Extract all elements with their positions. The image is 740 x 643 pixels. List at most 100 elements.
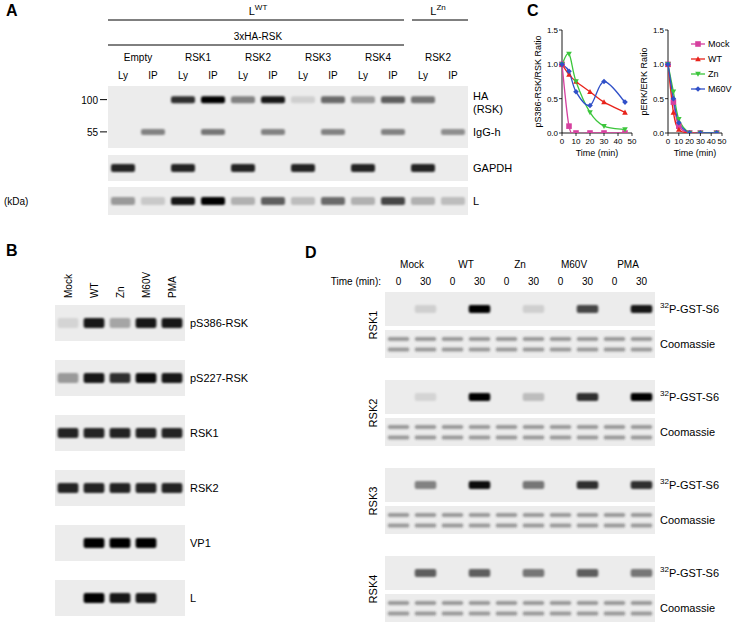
lane-group-label: RSK3 — [305, 52, 332, 63]
band — [388, 601, 410, 605]
lane-group-label: RSK1 — [185, 52, 212, 63]
lane-group-label: Mock — [400, 259, 425, 270]
row-label: Coomassie — [660, 602, 715, 614]
data-point — [665, 62, 671, 67]
band — [604, 436, 626, 440]
band — [550, 348, 572, 352]
band — [162, 373, 183, 383]
data-point — [566, 68, 572, 74]
panel-label: C — [527, 2, 539, 19]
band — [442, 524, 464, 528]
data-point — [559, 62, 565, 68]
band — [415, 601, 437, 605]
band — [321, 96, 345, 103]
legend-label: M60V — [708, 84, 732, 94]
band — [388, 612, 410, 616]
data-point — [714, 130, 720, 133]
blot-ha — [108, 86, 468, 148]
data-point — [698, 130, 704, 133]
lane-label: IP — [268, 70, 278, 81]
band — [631, 481, 653, 489]
row-label: pS227-RSK — [190, 372, 249, 384]
unit-label: (kDa) — [4, 196, 28, 207]
band — [577, 513, 599, 517]
time-value: 30 — [420, 276, 432, 287]
row-label: 32P-GST-S6 — [660, 477, 719, 491]
row-label: 32P-GST-S6 — [660, 301, 719, 315]
blot-coomassie — [385, 506, 655, 534]
band — [631, 524, 653, 528]
x-tick-label: 0 — [560, 137, 565, 146]
band — [550, 601, 572, 605]
band — [162, 428, 183, 438]
band — [411, 197, 435, 205]
lane-group-label: RSK4 — [365, 52, 392, 63]
x-tick-label: 0 — [666, 137, 671, 146]
data-point — [559, 62, 565, 67]
mw-marker: 100 — [81, 95, 98, 106]
data-point — [671, 90, 677, 95]
band — [523, 436, 545, 440]
band — [291, 197, 315, 205]
row-label: HA — [473, 90, 489, 102]
data-point — [676, 127, 682, 132]
y-axis-label: pERK/ERK Ratio — [639, 47, 649, 115]
band — [604, 524, 626, 528]
band — [550, 337, 572, 341]
band — [577, 524, 599, 528]
band — [162, 318, 183, 328]
time-label: Time (min): — [331, 276, 381, 287]
band — [577, 393, 599, 401]
lane-label: Ly — [238, 70, 248, 81]
data-point — [671, 96, 677, 102]
data-point — [566, 123, 572, 129]
row-label: (RSK) — [473, 103, 503, 115]
band — [84, 593, 105, 603]
band — [351, 197, 375, 205]
data-point — [676, 120, 682, 126]
band — [111, 197, 135, 205]
band — [496, 425, 518, 429]
text-part: P-GST-S6 — [669, 567, 719, 579]
data-point — [622, 99, 628, 105]
band — [631, 612, 653, 616]
band — [523, 425, 545, 429]
blot-coomassie — [385, 418, 655, 446]
band — [523, 612, 545, 616]
band — [231, 164, 255, 172]
band — [469, 393, 491, 401]
y-tick-label: 1.5 — [547, 26, 559, 35]
lane-group-label: RSK2 — [425, 52, 452, 63]
lane-group-label: M60V — [561, 259, 587, 270]
band — [496, 348, 518, 352]
band — [351, 96, 375, 103]
band — [631, 348, 653, 352]
y-tick-label: 1.5 — [653, 26, 665, 35]
band — [321, 129, 345, 135]
band — [141, 129, 165, 135]
group-label: RSK3 — [367, 487, 379, 516]
band — [442, 612, 464, 616]
superscript: Zn — [436, 3, 445, 12]
band — [110, 483, 131, 493]
mw-tick — [100, 99, 107, 100]
band — [388, 513, 410, 517]
lines — [562, 54, 625, 133]
band — [136, 538, 157, 548]
band — [631, 513, 653, 517]
data-point — [573, 130, 579, 133]
band — [469, 305, 491, 313]
data-point — [687, 130, 693, 133]
band — [110, 318, 131, 328]
band — [577, 481, 599, 489]
band — [604, 612, 626, 616]
band — [442, 436, 464, 440]
band — [415, 425, 437, 429]
lane-label: IP — [328, 70, 338, 81]
band — [577, 305, 599, 313]
data-point — [698, 130, 704, 133]
construct-line — [108, 45, 404, 46]
data-point — [601, 130, 607, 133]
band — [415, 513, 437, 517]
time-value: 0 — [612, 276, 618, 287]
